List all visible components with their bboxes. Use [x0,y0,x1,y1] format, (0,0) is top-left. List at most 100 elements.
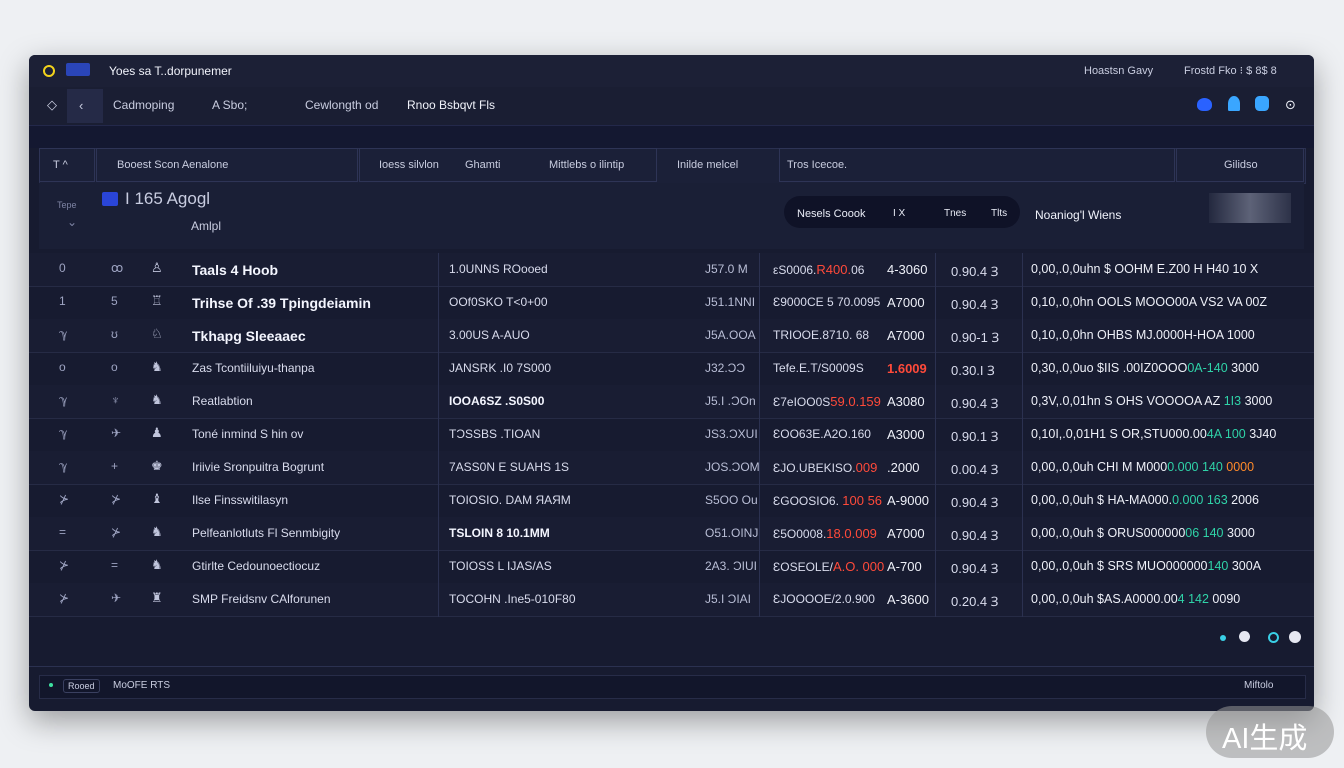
price-part: A.O. 000 [832,559,885,574]
table-row[interactable]: ℽ ✈ ♟ Toné inmind S hin ov TƆSSBS .TIOAN JS3.… [29,418,1314,452]
row-icon: ⊁ [59,492,70,506]
row-name: Tkhapg Sleeaaec [192,328,306,344]
subheader-subtitle: Amlpl [191,219,222,233]
row-glyph: ♞ [151,359,163,374]
price-part: A2O.160 [823,427,871,441]
row-qty: A-700 [887,559,922,574]
column-separator [935,253,936,617]
row-num: ⊁ [111,525,122,539]
row-code: 7ASS0N E SUAHS 1S [449,460,570,474]
row-pct: 0.90.4 Ɜ [951,297,999,312]
row-qty: 1.6009 [887,361,927,376]
price-part: 95 [866,295,881,309]
pill-item[interactable]: Tnes [944,208,967,219]
page-dot[interactable] [1220,635,1226,641]
row-size: JOS.ƆOM [705,460,760,474]
row-icon: ℽ [59,459,68,473]
toolbar-item[interactable]: A Sbo; [212,98,248,112]
toolbar-icon[interactable] [1228,96,1240,111]
row-glyph: ♞ [151,392,163,407]
price-part: 009 [855,460,878,475]
total-part: 3000 [1227,526,1255,540]
pill-item[interactable]: Nesels Coook [797,208,866,220]
price-part: Tefe.E.T/S0009S [773,361,864,375]
tab[interactable]: Inilde melcel [677,159,739,171]
tab[interactable]: Gilidso [1224,159,1258,171]
row-glyph: ♜ [151,590,163,605]
tab[interactable]: Tros Icecoe. [787,159,848,171]
total-part: 0,00,.0,0uh $ ORUS000000 [1031,526,1186,540]
row-qty: A7000 [887,526,925,541]
total-part: 140 [1207,559,1232,573]
subheader-label: Tepe [57,200,77,210]
row-size: J5A.OOA [705,328,756,342]
table-row[interactable]: o o ♞ Zas Tcontiiluiyu-thanpa JANSRK .I0 7S0… [29,352,1314,386]
row-qty: A-9000 [887,493,929,508]
table-row[interactable]: ⊁ ✈ ♜ SMP Freidsnv CAlforunen TOCOHN .Ine5-0… [29,583,1314,617]
toolbar [29,87,1314,126]
price-part: ƐJO.UBEKISO. [773,461,856,475]
total-part: 300A [1231,559,1262,573]
toolbar-icon[interactable]: ⊙ [1285,97,1296,112]
page-dot[interactable] [1289,631,1301,643]
toolbar-icon[interactable] [1255,96,1269,111]
toolbar-icon[interactable]: ◇ [47,97,57,112]
table-row[interactable]: = ⊁ ♞ Pelfeanlotluts Fl Senmbigity TSLOIN 8 … [29,517,1314,551]
price-part: 18.0.009 [826,526,877,541]
tab[interactable]: Ghamti [465,159,501,171]
row-qty: A7000 [887,328,925,343]
price-part: 06 [851,263,865,277]
total-part: 0,10I,.0,01H1 S OR,STU000.00 [1031,427,1207,441]
row-price: ƐGOOSIO6. 100 56 [773,493,882,508]
table-row[interactable]: ℽ + ♚ Iriivie Sronpuitra Bogrunt 7ASS0N E SU… [29,451,1314,485]
toolbar-item[interactable]: Rnoo Bsbqvt Fls [407,98,496,112]
chevron[interactable]: ⌄ [67,215,78,229]
row-num: = [111,558,119,572]
table-row[interactable]: 0 ꝏ ♙ Taals 4 Hoob 1.0UNNS ROooed J57.0 M εS00… [29,253,1314,287]
table-row[interactable]: ℽ ♆ ♞ Reatlabtion IOOA6SZ .S0S00 J5.I .ƆOn Ɛ7e… [29,385,1314,419]
row-total: 0,10,.0,0hn OHBS MJ.0000H-HOA 1000 [1031,328,1255,342]
page-dot[interactable] [1239,631,1250,642]
table-row[interactable]: ⊁ = ♞ Gtirlte Cedounoectiocuz TOIOSS L IJAS/… [29,550,1314,584]
status-dot [49,683,53,687]
price-part: ƐJOOOOE/2.0.900 [773,592,875,606]
row-total: 0,00,.0,0uhn $ OOHM E.Z00 H H40 10 X [1031,262,1258,276]
status-chip[interactable]: Rooed [63,679,100,693]
row-total: 0,00,.0,0uh $AS.A0000.004 142 0090 [1031,592,1240,606]
tab[interactable]: Ioess silvlon [379,159,439,171]
toolbar-icon[interactable] [1197,98,1212,111]
row-total: 0,30,.0,0uo $IIS .00IZ0OOO0A-140 3000 [1031,361,1259,375]
filter-pill[interactable] [784,196,1020,228]
tab[interactable]: Mittlebs o ilintip [549,159,625,171]
pill-item[interactable]: I X [893,208,906,219]
page-dot[interactable] [1268,632,1279,643]
row-total: 0,00,.0,0uh $ SRS MUO000000140 300A [1031,559,1261,573]
tab[interactable]: Booest Scon Aenalone [117,159,229,171]
row-icon: ⊁ [59,591,70,605]
table-row[interactable]: 1 5 ♖ Trihse Of .39 Tpingdeiamin OOf0SKO T<0… [29,286,1314,320]
row-name: Ilse Finsswitilasyn [192,493,289,507]
row-icon: 1 [59,294,66,308]
total-part: 2006 [1231,493,1259,507]
row-icon: ℽ [59,426,68,440]
tab-box [779,148,1175,182]
row-price: ƐJO.UBEKISO.009 [773,460,877,475]
row-glyph: ♞ [151,524,163,539]
toolbar-item[interactable]: Cewlongth od [305,98,379,112]
total-part: 1I3 [1220,394,1245,408]
back-button[interactable]: ‹ [67,89,103,123]
watermark: AI生成 [1222,723,1308,755]
tab[interactable]: T ^ [53,159,68,171]
title-bar [29,55,1314,87]
row-pct: 0.90.4 Ɜ [951,264,999,279]
total-part: 0,00,.0,0uh $AS.A0000.00 [1031,592,1178,606]
row-name: SMP Freidsnv CAlforunen [192,592,331,606]
toolbar-item[interactable]: Cadmoping [113,98,175,112]
price-part: Ɛ5O0008. [773,527,827,541]
row-total: 0,3V,.0,01hn S OHS VOOOOA AZ 1I3 3000 [1031,394,1272,408]
table-row[interactable]: ℽ ʊ ♘ Tkhapg Sleeaaec 3.00US A-AUO J5A.OOA TRI… [29,319,1314,353]
table-row[interactable]: ⊁ ⊁ ♝ Ilse Finsswitilasyn TOIOSIO. DAM ЯAЯM S… [29,484,1314,518]
pill-item[interactable]: Tlts [991,208,1008,219]
row-size: S5OO Ou [705,493,758,507]
